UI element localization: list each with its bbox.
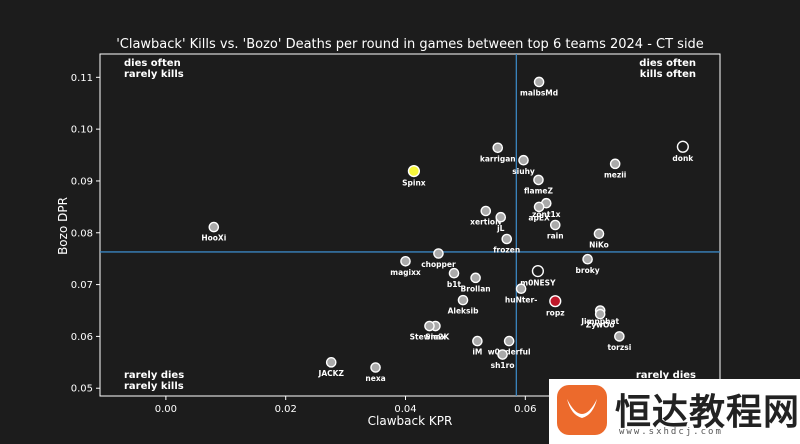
quadrant-label-top-right: dies often bbox=[639, 58, 696, 69]
data-point-jackz bbox=[325, 357, 337, 368]
data-label-im: iM bbox=[472, 348, 482, 357]
watermark-logo-shape bbox=[567, 399, 597, 418]
data-point-niko bbox=[593, 228, 605, 240]
x-tick-label: 0.06 bbox=[514, 404, 536, 415]
data-point-magixx bbox=[400, 255, 411, 267]
y-tick-label: 0.10 bbox=[71, 125, 93, 136]
data-label-donk: donk bbox=[672, 154, 694, 163]
data-point-xertion bbox=[480, 205, 492, 217]
data-label-magixx: magixx bbox=[390, 268, 421, 277]
data-label-mezii: mezii bbox=[604, 170, 626, 179]
data-label-zont1x: zont1x bbox=[532, 210, 561, 219]
data-label-snax: Snax bbox=[425, 333, 446, 342]
data-label-sh1ro: sh1ro bbox=[491, 361, 515, 370]
watermark-logo-icon bbox=[557, 385, 607, 435]
data-point-rain bbox=[549, 219, 561, 231]
data-point-mezii bbox=[609, 158, 621, 170]
chart-title: 'Clawback' Kills vs. 'Bozo' Deaths per r… bbox=[116, 37, 704, 52]
data-point-ropz bbox=[549, 295, 562, 308]
y-tick-label: 0.11 bbox=[71, 73, 93, 84]
data-point-chopper bbox=[433, 248, 444, 259]
data-label-jimpphat: Jimpphat bbox=[580, 317, 619, 326]
watermark-url: www.sxhdcj.com bbox=[619, 427, 723, 437]
y-tick-label: 0.06 bbox=[71, 332, 93, 343]
data-point-aleksib bbox=[457, 294, 469, 306]
data-label-torzsi: torzsi bbox=[607, 343, 631, 352]
data-label-jackz: JACKZ bbox=[318, 369, 345, 378]
data-label-zywoo: ZywOo bbox=[586, 321, 615, 330]
y-axis-label: Bozo DPR bbox=[56, 197, 70, 255]
data-point-nexa bbox=[370, 362, 381, 373]
data-label-apex: apEX bbox=[528, 213, 550, 222]
data-point-w0nderful bbox=[503, 335, 515, 347]
data-label-broky: broky bbox=[576, 266, 600, 275]
data-point-torzsi bbox=[614, 331, 625, 342]
x-tick-label: 0.04 bbox=[394, 404, 416, 415]
watermark-brand: 恒达教程网 bbox=[615, 392, 800, 433]
data-point-spinx bbox=[407, 165, 420, 178]
data-label-xertion: xertioN bbox=[470, 218, 501, 227]
data-point-malbsmd bbox=[533, 76, 545, 88]
data-point-frozen bbox=[501, 233, 513, 245]
data-point-siuhy bbox=[518, 154, 529, 166]
data-point-jl bbox=[495, 211, 507, 223]
data-label-hunter-: huNter- bbox=[505, 295, 537, 304]
data-label-stewie2k: Stewie2K bbox=[410, 333, 451, 342]
data-label-frozen: frozen bbox=[493, 246, 520, 255]
plot-area: 0.000.020.040.060.080.050.060.070.080.09… bbox=[71, 53, 721, 415]
data-label-spinx: Spinx bbox=[402, 179, 426, 188]
quadrant-label-bottom-left: rarely dies bbox=[124, 370, 184, 381]
data-point-m0nesy bbox=[531, 265, 544, 278]
data-point-zywoo bbox=[594, 308, 606, 320]
y-tick-label: 0.08 bbox=[71, 228, 93, 239]
y-tick-label: 0.09 bbox=[71, 176, 93, 187]
data-point-stewie2k bbox=[424, 320, 435, 332]
plot-frame bbox=[99, 53, 721, 397]
quadrant-label-top-right: kills often bbox=[640, 69, 696, 80]
data-label-nexa: nexa bbox=[365, 374, 385, 383]
data-label-chopper: chopper bbox=[421, 260, 456, 269]
data-label-w0nderful: w0nderful bbox=[488, 348, 531, 357]
x-tick-label: 0.00 bbox=[155, 404, 177, 415]
data-point-hunter- bbox=[515, 283, 527, 295]
data-label-malbsmd: malbsMd bbox=[520, 89, 558, 98]
y-tick-label: 0.07 bbox=[71, 280, 93, 291]
data-label-niko: NiKo bbox=[589, 240, 609, 249]
watermark: 恒达教程网 www.sxhdcj.com bbox=[549, 379, 800, 444]
quadrant-label-top-left: rarely kills bbox=[124, 69, 184, 80]
data-label-flamez: flameZ bbox=[524, 187, 554, 196]
data-point-hooxi bbox=[208, 221, 220, 233]
data-point-brollan bbox=[470, 272, 481, 284]
x-axis-label: Clawback KPR bbox=[368, 414, 453, 428]
x-tick-label: 0.02 bbox=[275, 404, 297, 415]
quadrant-label-bottom-left: rarely kills bbox=[124, 381, 184, 392]
quadrant-label-top-left: dies often bbox=[124, 58, 181, 69]
data-label-aleksib: Aleksib bbox=[448, 307, 479, 316]
data-label-hooxi: HooXi bbox=[201, 234, 226, 243]
data-label-karrigan: karrigan bbox=[480, 154, 516, 163]
data-label-rain: rain bbox=[547, 232, 564, 241]
data-point-broky bbox=[582, 253, 593, 265]
data-point-apex bbox=[533, 201, 545, 213]
data-point-flamez bbox=[533, 174, 544, 186]
quadrant-label-bottom-right: rarely dies bbox=[636, 370, 696, 381]
data-point-sh1ro bbox=[497, 349, 508, 360]
data-label-jl: jL bbox=[496, 224, 505, 233]
data-label-ropz: ropz bbox=[546, 309, 565, 318]
data-point-im bbox=[472, 335, 483, 347]
data-label-m0nesy: m0NESY bbox=[520, 279, 556, 288]
data-point-donk bbox=[676, 140, 689, 153]
data-label-brollan: Brollan bbox=[461, 284, 491, 293]
data-label-b1t: b1t bbox=[447, 280, 462, 289]
data-label-siuhy: siuhy bbox=[512, 167, 535, 176]
y-tick-label: 0.05 bbox=[71, 384, 93, 395]
data-point-karrigan bbox=[492, 142, 504, 154]
data-point-b1t bbox=[448, 267, 460, 279]
